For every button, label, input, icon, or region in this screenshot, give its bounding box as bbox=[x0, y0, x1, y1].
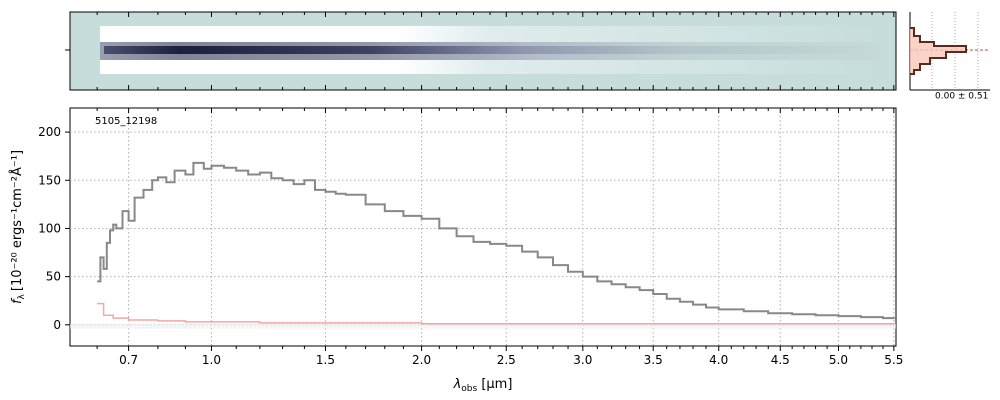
x-tick-label: 4.0 bbox=[709, 353, 728, 367]
histogram-panel: 0.00 ± 0.51 bbox=[909, 12, 990, 102]
series-group bbox=[97, 161, 895, 325]
histogram-fill bbox=[910, 28, 966, 74]
spectrum-2d-trace-core bbox=[104, 46, 864, 54]
y-axis-ticks: 0 50 100 150 200 bbox=[38, 125, 70, 332]
histogram-annotation: 0.00 ± 0.51 bbox=[935, 92, 988, 102]
y-axis-label-text: [10⁻²⁰ ergs⁻¹cm⁻²Å⁻¹] bbox=[9, 150, 25, 291]
x-tick-label: 1.0 bbox=[202, 353, 221, 367]
x-axis-label-subscript: obs bbox=[461, 384, 477, 394]
spectrum-2d-xticks bbox=[96, 12, 895, 90]
spectrum-flux-line bbox=[97, 161, 895, 320]
spectrum-error-line bbox=[97, 302, 895, 325]
x-axis-ticks: 0.7 1.0 1.5 2.0 2.5 3.0 3.5 4.0 4.5 5.0 5.5 bbox=[96, 108, 903, 367]
spectrum-1d-frame bbox=[69, 107, 897, 347]
x-axis-label-unit: [μm] bbox=[477, 377, 512, 392]
y-tick-label: 50 bbox=[46, 270, 61, 284]
x-axis-label-symbol: λ bbox=[453, 377, 462, 392]
y-tick-label: 0 bbox=[53, 318, 61, 332]
grid bbox=[70, 108, 896, 346]
y-axis-label-symbol: f bbox=[10, 297, 25, 304]
x-tick-label: 4.5 bbox=[771, 353, 790, 367]
y-axis-label-subscript: λ bbox=[17, 293, 27, 299]
spectrum-2d-frame bbox=[69, 11, 897, 91]
x-tick-label: 3.0 bbox=[573, 353, 592, 367]
zero-band bbox=[70, 323, 896, 329]
y-tick-label: 200 bbox=[38, 125, 61, 139]
x-tick-label: 2.0 bbox=[412, 353, 431, 367]
object-label: 5105_12198 bbox=[95, 116, 157, 127]
x-axis-label: λobs [μm] bbox=[453, 377, 513, 394]
y-tick-label: 100 bbox=[38, 221, 61, 235]
x-tick-label: 0.7 bbox=[119, 353, 138, 367]
x-tick-label: 5.0 bbox=[829, 353, 848, 367]
histogram-step-line bbox=[910, 27, 967, 75]
x-tick-label: 3.5 bbox=[644, 353, 663, 367]
spectrum-2d-panel bbox=[65, 11, 897, 91]
x-tick-label: 2.5 bbox=[497, 353, 516, 367]
x-tick-label: 5.5 bbox=[884, 353, 903, 367]
y-tick-label: 150 bbox=[38, 173, 61, 187]
y-axis-label: fλ [10⁻²⁰ ergs⁻¹cm⁻²Å⁻¹] bbox=[9, 150, 27, 304]
spectrum-1d-panel: 0 50 100 150 200 0.7 1.0 1.5 2.0 2.5 3.0 3.5 4.0 4.5… bbox=[9, 107, 903, 394]
x-tick-label: 1.5 bbox=[316, 353, 335, 367]
